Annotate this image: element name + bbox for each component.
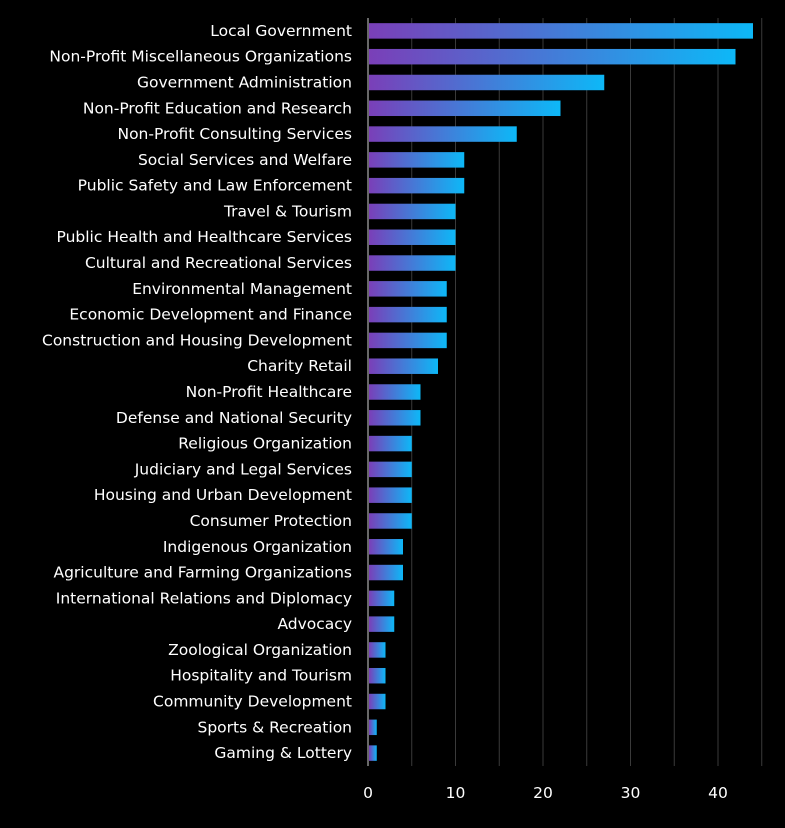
bar-6 [369,177,465,194]
category-label: Environmental Management [132,280,352,298]
category-label: Religious Organization [178,435,352,453]
category-label: Non-Profit Consulting Services [117,125,352,143]
bar-19 [369,513,412,529]
bar-9 [369,255,456,271]
x-tick-label: 0 [363,784,373,802]
bar-1 [369,48,736,65]
x-tick-label: 10 [446,784,466,802]
bar-8 [369,229,456,245]
category-label: Consumer Protection [190,512,352,530]
bar-20 [369,539,403,555]
bar-11 [369,306,447,323]
category-label: Gaming & Lottery [214,744,352,762]
bar-15 [369,410,421,426]
bar-2 [369,74,605,91]
category-label: Travel & Tourism [223,202,352,220]
category-labels: Local Government Non-Profit Miscellaneous… [42,22,352,762]
bar-28 [369,745,377,761]
category-label: Government Administration [137,73,352,91]
category-label: Community Development [153,693,352,711]
bar-4 [369,126,517,142]
bar-3 [369,100,561,117]
category-label: Housing and Urban Development [94,486,352,504]
x-tick-label: 40 [708,784,728,802]
category-label: Defense and National Security [116,409,352,427]
x-tick-label: 30 [621,784,641,802]
x-tick-label: 20 [533,784,553,802]
bar-5 [369,152,465,168]
bar-0 [369,23,753,39]
bar-10 [369,281,447,297]
category-label: Indigenous Organization [163,538,352,556]
bar-24 [369,642,386,658]
bar-22 [369,590,395,607]
bar-27 [369,719,377,736]
bar-26 [369,693,386,710]
category-label: International Relations and Diplomacy [56,589,352,607]
category-label: Hospitality and Tourism [170,667,352,685]
bar-7 [369,203,456,220]
category-label: Cultural and Recreational Services [85,254,352,272]
bar-21 [369,564,403,581]
category-label: Sports & Recreation [197,718,352,736]
bar-23 [369,616,395,632]
x-axis-ticks: 0 10 20 30 40 [363,784,728,802]
category-label: Charity Retail [247,357,352,375]
category-label: Zoological Organization [168,641,352,659]
bar-12 [369,332,447,349]
category-label: Public Health and Healthcare Services [57,228,352,246]
bar-17 [369,461,412,478]
category-label: Judiciary and Legal Services [134,460,352,478]
category-label: Agriculture and Farming Organizations [53,564,352,582]
category-label: Local Government [210,22,352,40]
bar-16 [369,435,412,452]
category-label: Non-Profit Miscellaneous Organizations [49,48,352,66]
category-label: Public Safety and Law Enforcement [78,177,352,195]
category-label: Non-Profit Education and Research [83,99,352,117]
bar-18 [369,487,412,503]
category-label: Advocacy [277,615,352,633]
category-label: Construction and Housing Development [42,331,352,349]
grid-lines [367,18,763,766]
bars [369,23,753,761]
bar-14 [369,384,421,400]
category-label: Non-Profit Healthcare [186,383,352,401]
bar-25 [369,667,386,684]
bar-13 [369,358,438,374]
category-label: Social Services and Welfare [138,151,352,169]
category-label: Economic Development and Finance [69,306,352,324]
